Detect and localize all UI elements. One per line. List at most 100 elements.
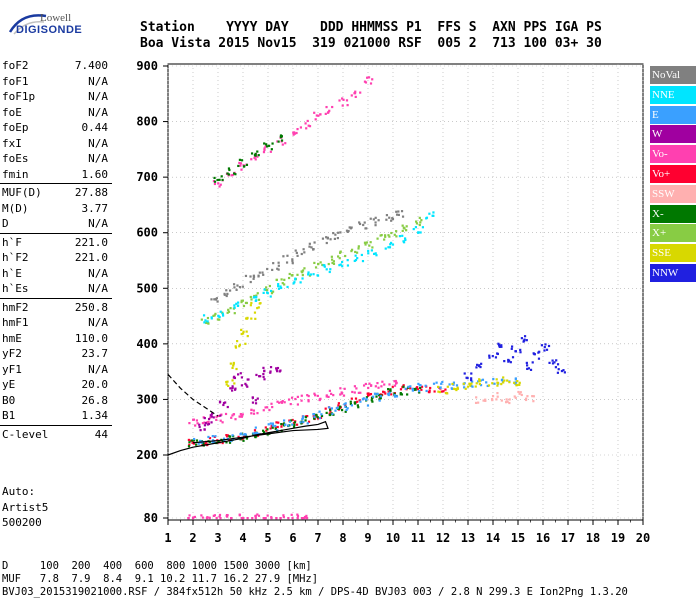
data-point bbox=[469, 384, 472, 387]
data-point bbox=[514, 382, 517, 385]
data-point bbox=[303, 251, 306, 254]
data-point bbox=[506, 379, 509, 382]
x-tick-label: 9 bbox=[364, 531, 371, 545]
param-value: N/A bbox=[88, 105, 108, 119]
data-point bbox=[281, 143, 284, 146]
data-point bbox=[252, 432, 255, 435]
data-point bbox=[394, 382, 398, 385]
data-point bbox=[256, 432, 259, 435]
data-point bbox=[488, 356, 491, 359]
data-point bbox=[256, 307, 259, 310]
data-point bbox=[353, 391, 356, 394]
param-key: MUF(D) bbox=[2, 186, 42, 199]
data-point bbox=[307, 399, 310, 402]
data-point bbox=[191, 441, 194, 444]
data-point bbox=[307, 273, 310, 276]
data-point bbox=[506, 400, 509, 403]
data-point bbox=[496, 381, 499, 384]
data-point bbox=[377, 219, 380, 222]
data-point bbox=[213, 514, 217, 517]
data-point bbox=[316, 417, 320, 420]
data-point bbox=[318, 410, 321, 413]
data-point bbox=[200, 514, 203, 517]
data-point bbox=[188, 422, 191, 425]
data-point bbox=[221, 421, 224, 424]
data-point bbox=[402, 226, 405, 229]
auto-line1: Auto: bbox=[2, 485, 36, 498]
data-point bbox=[344, 405, 347, 408]
data-point bbox=[415, 220, 418, 223]
data-point bbox=[500, 378, 504, 382]
legend-item-nne: NNE bbox=[650, 85, 696, 104]
data-point bbox=[212, 314, 215, 317]
data-point bbox=[231, 434, 234, 437]
y-tick-label: 600 bbox=[136, 226, 158, 240]
data-point bbox=[516, 379, 519, 383]
data-point bbox=[215, 415, 218, 418]
y-tick-label: 400 bbox=[136, 337, 158, 351]
data-point bbox=[312, 273, 315, 276]
data-point bbox=[202, 442, 205, 446]
data-point bbox=[224, 412, 228, 416]
data-point bbox=[364, 382, 367, 386]
data-point bbox=[296, 513, 299, 516]
param-value: 3.77 bbox=[81, 201, 109, 215]
data-point bbox=[356, 404, 359, 407]
data-point bbox=[254, 402, 258, 405]
data-point bbox=[230, 516, 233, 520]
data-point bbox=[515, 384, 518, 387]
x-tick-label: 1 bbox=[164, 531, 171, 545]
data-point bbox=[341, 260, 344, 264]
data-point bbox=[411, 388, 415, 392]
legend-item-w: W bbox=[650, 125, 696, 144]
data-point bbox=[290, 396, 294, 399]
data-point bbox=[237, 301, 240, 304]
param-key: foEs bbox=[2, 152, 29, 165]
data-point bbox=[187, 517, 190, 520]
data-point bbox=[356, 257, 359, 260]
data-point bbox=[532, 395, 535, 398]
y-tick-label: 500 bbox=[136, 281, 158, 295]
data-point bbox=[221, 439, 224, 443]
data-point bbox=[270, 289, 273, 293]
data-point bbox=[295, 131, 298, 135]
data-point bbox=[192, 437, 196, 441]
data-point bbox=[249, 275, 252, 278]
data-point bbox=[214, 298, 217, 301]
param-separator bbox=[0, 232, 112, 234]
data-point bbox=[210, 412, 214, 415]
data-point bbox=[226, 172, 229, 175]
data-point bbox=[326, 236, 330, 239]
data-point bbox=[323, 265, 326, 268]
data-point bbox=[238, 513, 241, 516]
param-separator bbox=[0, 297, 112, 299]
data-point bbox=[277, 140, 280, 143]
data-point bbox=[301, 269, 305, 272]
data-point bbox=[226, 292, 229, 296]
data-point bbox=[339, 263, 342, 266]
data-point bbox=[367, 252, 370, 255]
data-point bbox=[439, 386, 442, 389]
data-point bbox=[367, 386, 370, 390]
data-point bbox=[503, 379, 506, 382]
data-point bbox=[232, 364, 235, 367]
data-point bbox=[395, 213, 399, 216]
data-point bbox=[383, 391, 386, 394]
x-tick-label: 11 bbox=[411, 531, 425, 545]
data-point bbox=[508, 381, 511, 384]
data-point bbox=[315, 414, 318, 417]
data-point bbox=[188, 441, 191, 444]
data-point bbox=[393, 380, 396, 383]
data-point bbox=[540, 344, 544, 347]
data-point bbox=[225, 294, 228, 298]
data-point bbox=[209, 416, 212, 419]
data-point bbox=[213, 176, 216, 180]
data-point bbox=[285, 261, 289, 264]
data-point bbox=[254, 436, 257, 439]
data-point bbox=[350, 397, 353, 400]
data-point bbox=[429, 386, 432, 390]
data-point bbox=[510, 345, 514, 348]
data-point bbox=[556, 363, 560, 366]
data-point bbox=[378, 398, 381, 401]
data-point bbox=[278, 370, 281, 373]
